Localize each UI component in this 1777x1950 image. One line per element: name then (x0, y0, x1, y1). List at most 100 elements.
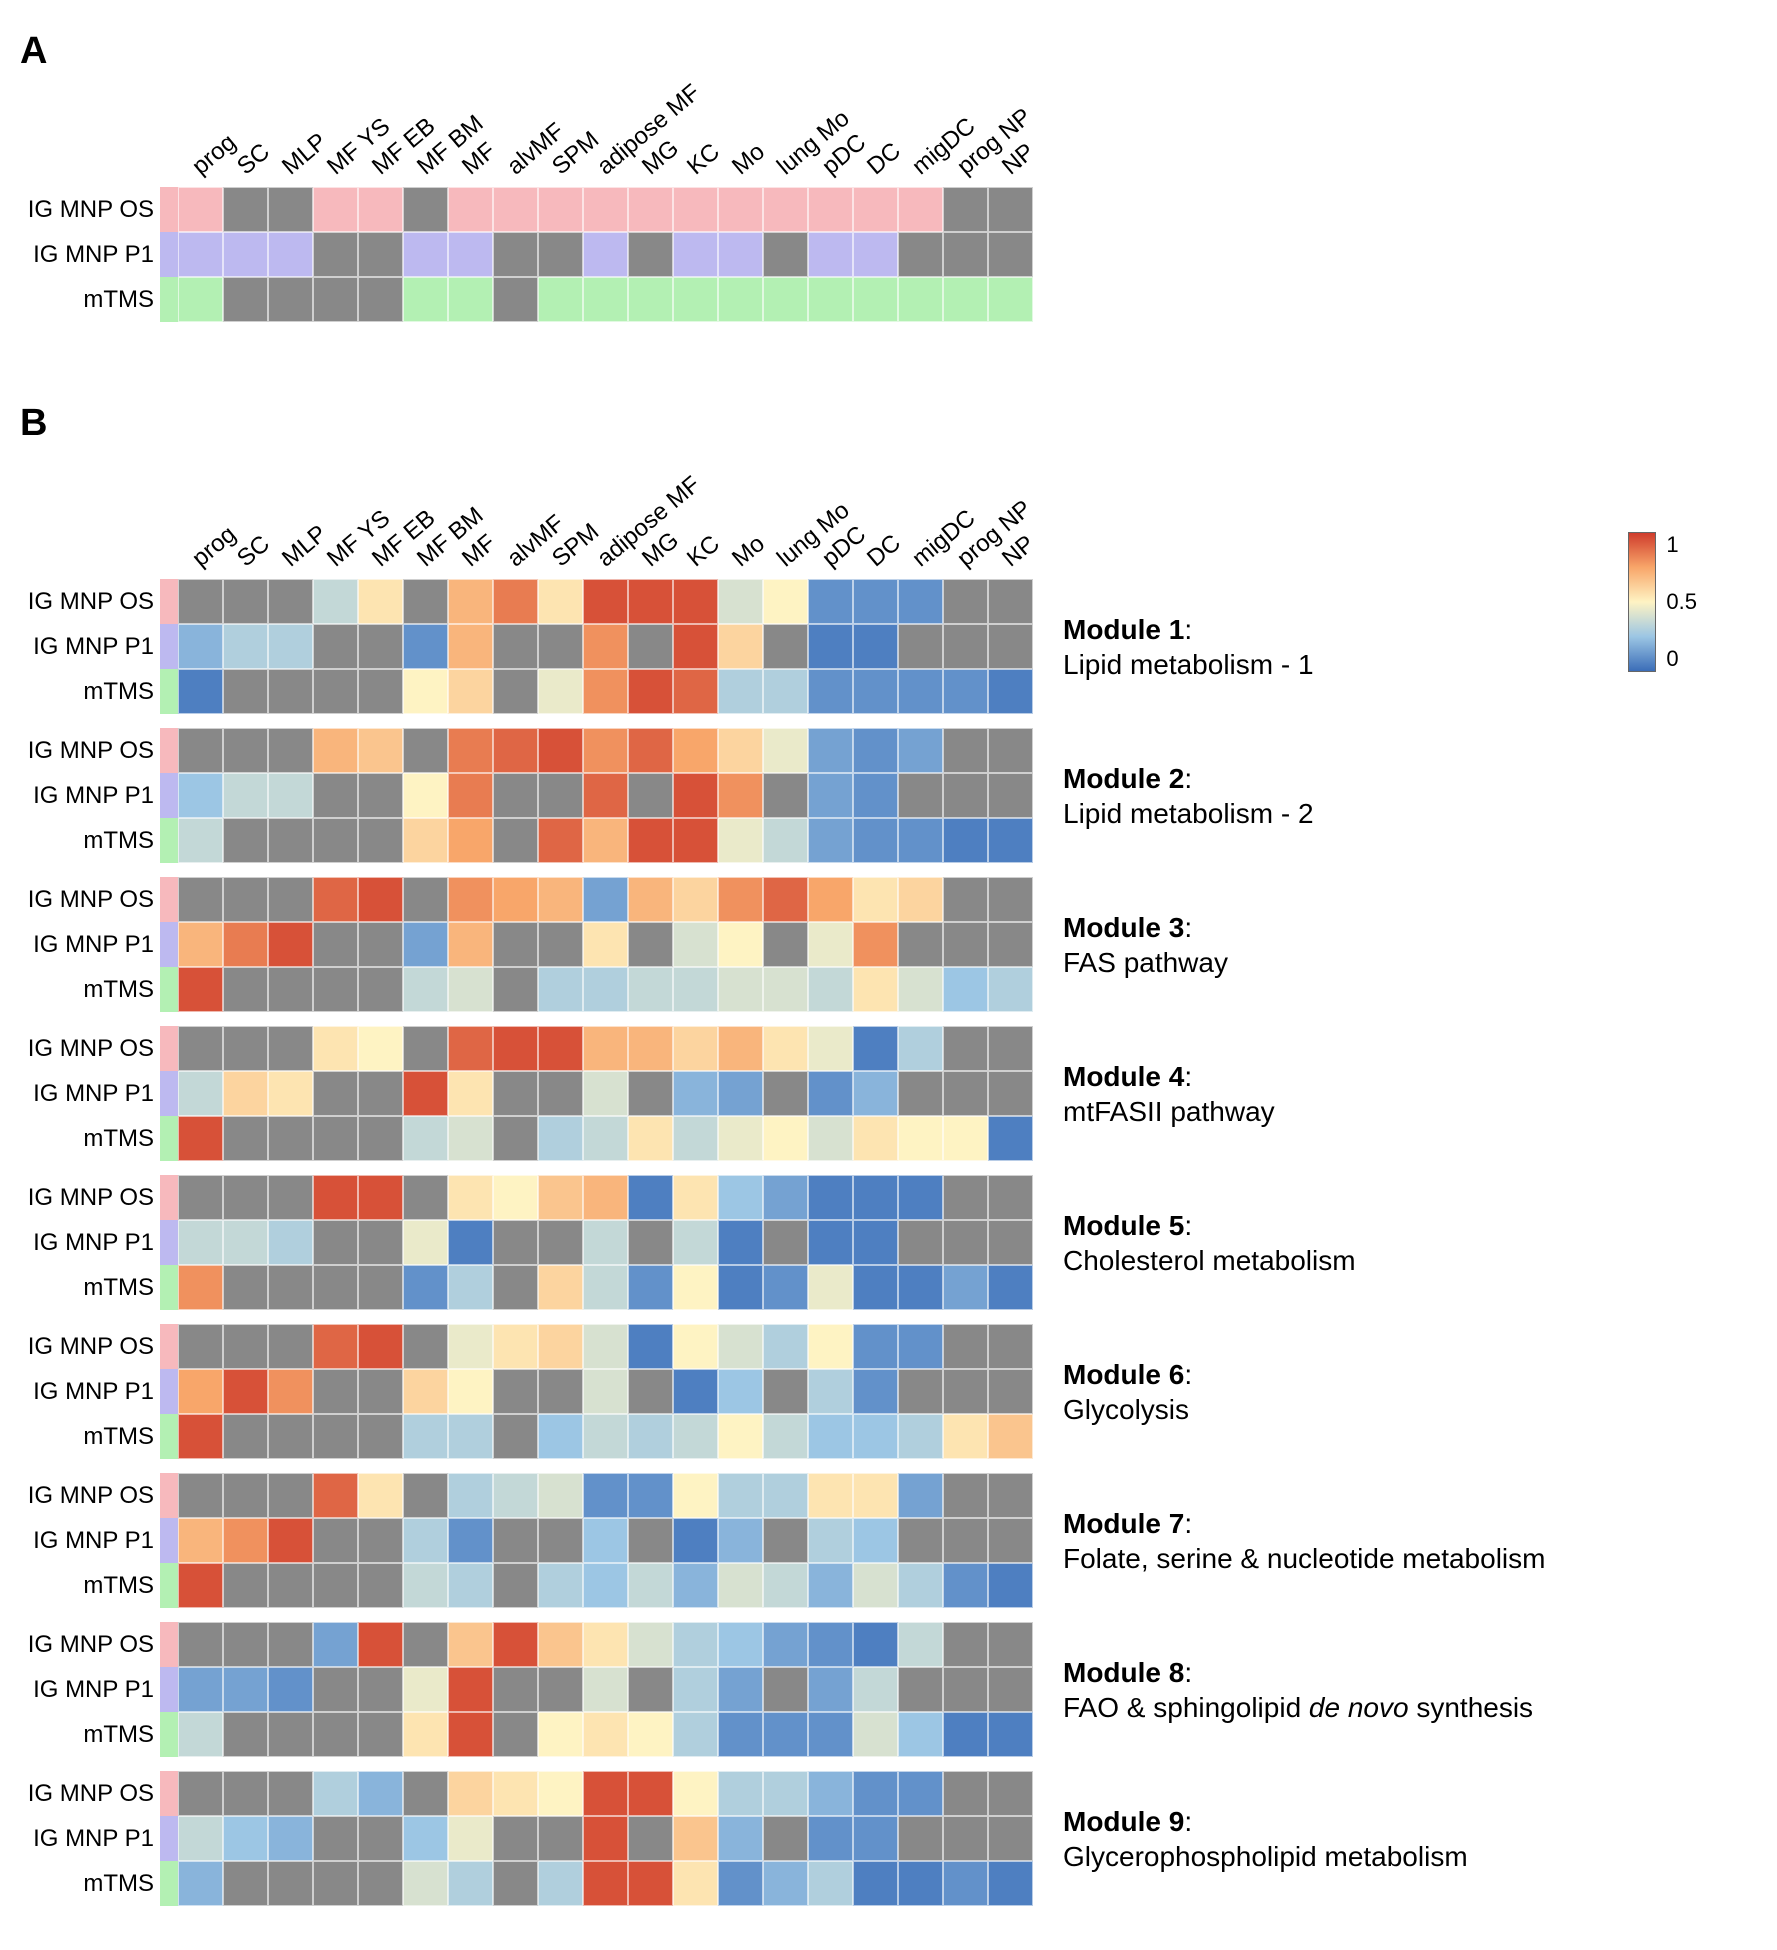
row-label: IG MNP P1 (20, 1378, 160, 1406)
cell (268, 1026, 313, 1071)
cell (673, 1712, 718, 1757)
cell (448, 1712, 493, 1757)
module-row: IG MNP OS (20, 1771, 1033, 1816)
cell (358, 1861, 403, 1906)
cell (808, 579, 853, 624)
cell (808, 1414, 853, 1459)
cell (853, 1220, 898, 1265)
cell (178, 669, 223, 714)
cell (268, 1563, 313, 1608)
module-row: IG MNP P1 (20, 1816, 1033, 1861)
module-row: mTMS (20, 669, 1033, 714)
row-label: IG MNP OS (20, 1780, 160, 1808)
cell (313, 1369, 358, 1414)
cell (988, 1071, 1033, 1116)
cell (268, 877, 313, 922)
cell (808, 1369, 853, 1414)
panel-a-row: IG MNP P1 (20, 232, 1757, 277)
cell (538, 1473, 583, 1518)
cell (718, 1622, 763, 1667)
cell (763, 1026, 808, 1071)
cell (763, 818, 808, 863)
cell (898, 1771, 943, 1816)
cell (583, 728, 628, 773)
cell (763, 1265, 808, 1310)
cell (313, 1220, 358, 1265)
cell (448, 967, 493, 1012)
cell (763, 1369, 808, 1414)
cell (538, 1026, 583, 1071)
cell (943, 277, 988, 322)
cell (403, 669, 448, 714)
cell (178, 1369, 223, 1414)
cell (403, 579, 448, 624)
cell (673, 1175, 718, 1220)
row-tag (160, 1861, 178, 1906)
cell (943, 1712, 988, 1757)
cell (223, 967, 268, 1012)
col-header: DC (857, 449, 902, 579)
col-header: NP (992, 77, 1037, 187)
cell (718, 818, 763, 863)
cell (988, 1816, 1033, 1861)
cell (943, 1324, 988, 1369)
cell (898, 818, 943, 863)
module-title: Module 7:Folate, serine & nucleotide met… (1063, 1506, 1545, 1576)
module-block: IG MNP OSIG MNP P1mTMSModule 5:Cholester… (20, 1175, 1757, 1310)
cell (943, 1175, 988, 1220)
cell (583, 1116, 628, 1161)
cell (313, 1563, 358, 1608)
cell (178, 277, 223, 322)
cell (538, 967, 583, 1012)
cell (448, 1563, 493, 1608)
cell (628, 1622, 673, 1667)
cell (448, 773, 493, 818)
row-tag (160, 1712, 178, 1757)
cell (763, 1473, 808, 1518)
panel-a-row: mTMS (20, 277, 1757, 322)
cell (358, 277, 403, 322)
cell (313, 1473, 358, 1518)
cell (853, 773, 898, 818)
module-row: IG MNP P1 (20, 1369, 1033, 1414)
col-header: MF YS (317, 77, 362, 187)
cell (763, 1861, 808, 1906)
cell (988, 1026, 1033, 1071)
cell (178, 1220, 223, 1265)
cell (763, 1414, 808, 1459)
cell (673, 877, 718, 922)
cell (988, 1622, 1033, 1667)
cell (628, 277, 673, 322)
cell (538, 1116, 583, 1161)
cell (808, 277, 853, 322)
cell (268, 818, 313, 863)
cell (493, 967, 538, 1012)
cell (808, 1175, 853, 1220)
cell (988, 1473, 1033, 1518)
cell (628, 818, 673, 863)
cell (808, 1071, 853, 1116)
cell (673, 967, 718, 1012)
cell (178, 1861, 223, 1906)
cell (943, 1622, 988, 1667)
cell (673, 669, 718, 714)
cell (628, 1324, 673, 1369)
cell (403, 1414, 448, 1459)
cell (988, 579, 1033, 624)
cell (268, 922, 313, 967)
cell (988, 1324, 1033, 1369)
row-label: IG MNP OS (20, 196, 160, 224)
row-tag (160, 877, 178, 922)
cell (898, 1861, 943, 1906)
cell (943, 232, 988, 277)
cell (538, 1220, 583, 1265)
cell (718, 232, 763, 277)
cell (943, 1220, 988, 1265)
cell (628, 187, 673, 232)
cell (673, 773, 718, 818)
cell (943, 1563, 988, 1608)
cell (718, 1026, 763, 1071)
cell (763, 1175, 808, 1220)
cell (493, 1369, 538, 1414)
col-header: lung Mo (767, 449, 812, 579)
